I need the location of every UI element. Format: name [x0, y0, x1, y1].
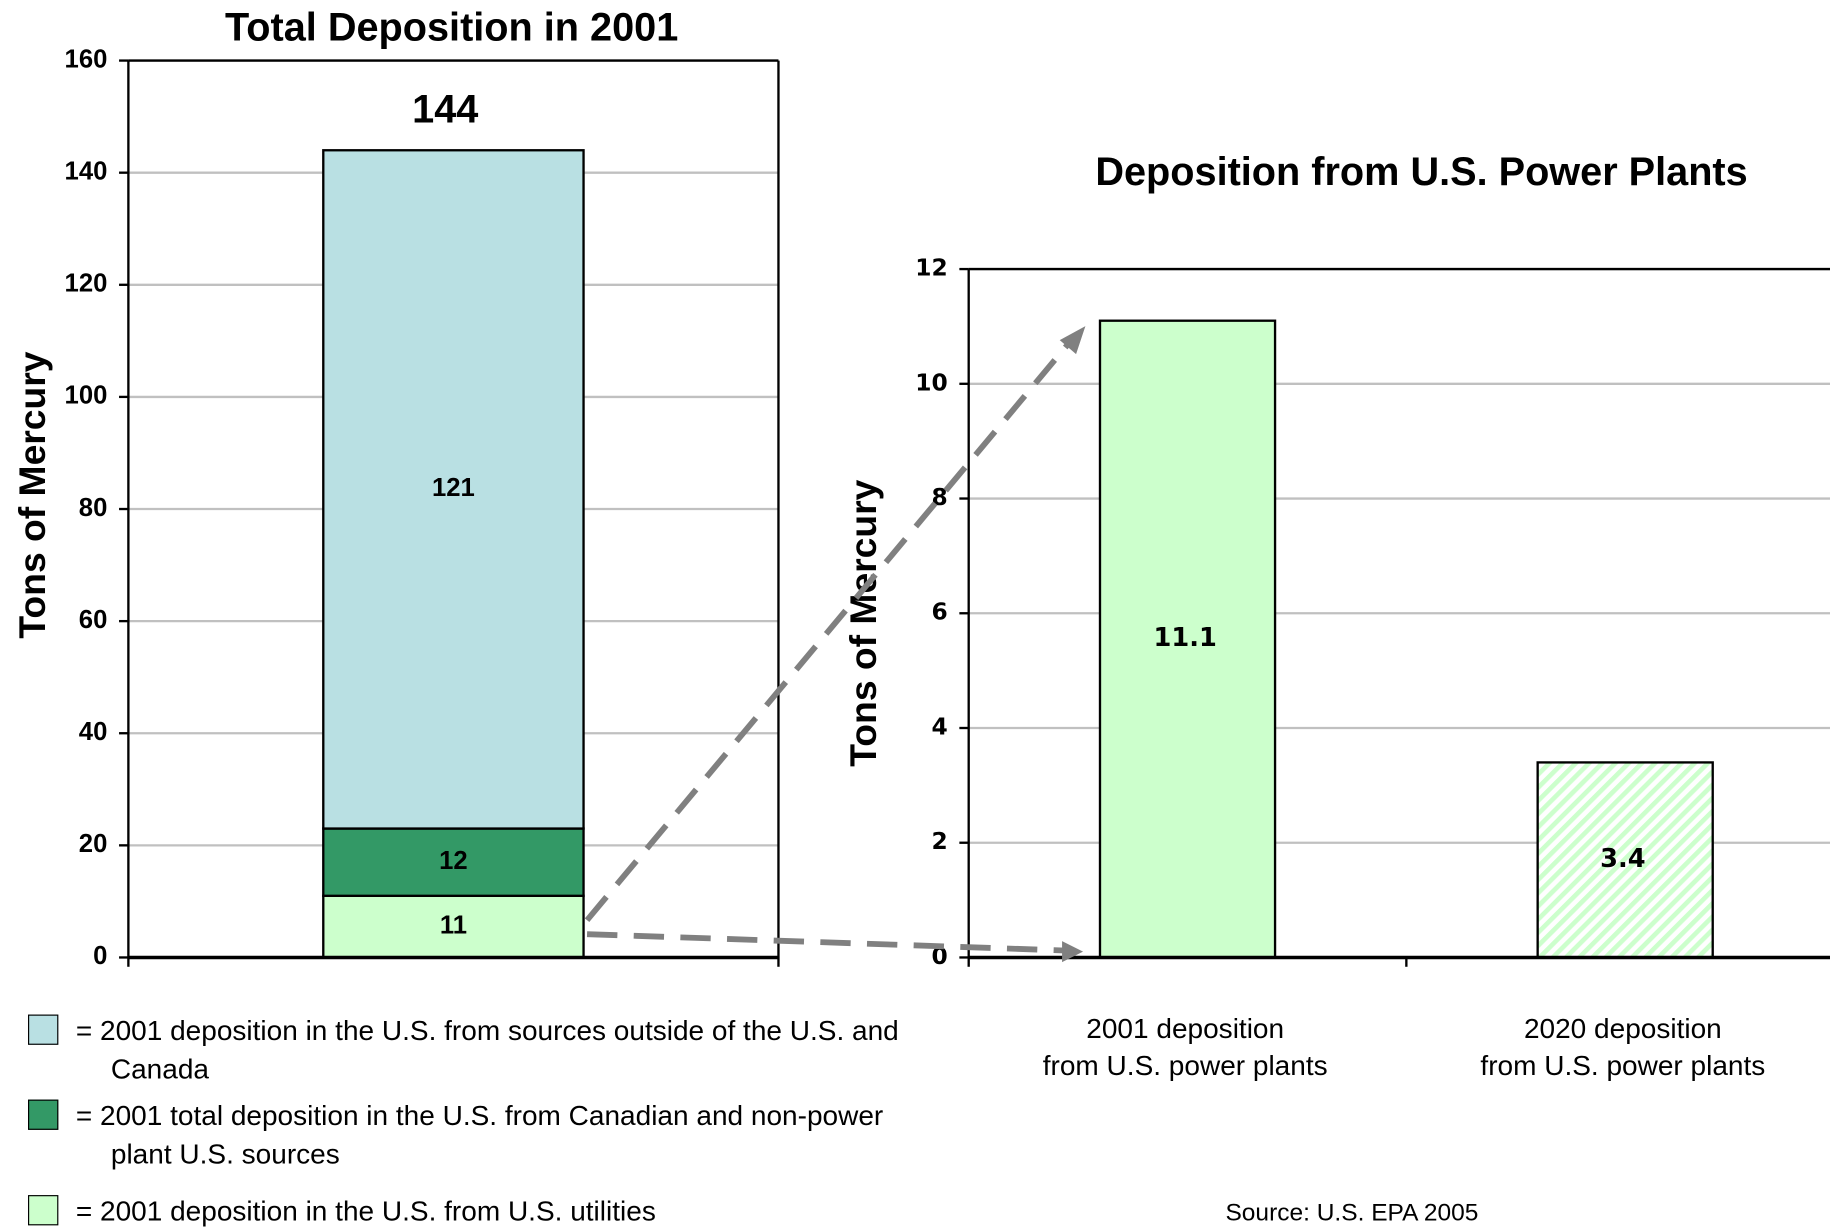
data-label: 121: [432, 474, 475, 502]
y-tick-label: 140: [65, 157, 108, 185]
arrow-head: [1059, 326, 1086, 355]
y-tick-label: 0: [93, 942, 107, 970]
legend-swatch: [28, 1099, 59, 1130]
chart-title: Deposition from U.S. Power Plants: [1095, 150, 1747, 194]
total-label: 144: [412, 87, 478, 131]
y-tick-label: 6: [931, 599, 947, 626]
y-tick-label: 10: [915, 369, 947, 396]
y-tick-label: 20: [79, 830, 108, 858]
bar-segment: [322, 149, 585, 830]
x-tick-label: 2020 deposition from U.S. power plants: [1480, 1013, 1766, 1083]
bar-segment: [322, 827, 585, 897]
y-tick-label: 12: [915, 255, 947, 282]
zoom-arrows: [584, 338, 1074, 954]
legend-swatch: [28, 1195, 59, 1226]
y-axis-label: Tons of Mercury: [11, 351, 53, 638]
legend-label: = 2001 total deposition in the U.S. from…: [75, 1100, 884, 1171]
y-tick-label: 2: [931, 828, 947, 855]
data-label: 11: [440, 911, 467, 939]
y-tick-label: 160: [65, 45, 108, 73]
bar: [1536, 761, 1714, 959]
chart-title: Total Deposition in 2001: [225, 6, 678, 50]
y-tick-label: 100: [65, 382, 108, 410]
legend-swatch: [28, 1014, 59, 1045]
y-tick-label: 80: [79, 494, 108, 522]
y-tick-label: 4: [931, 714, 947, 741]
data-label: 11.1: [1154, 623, 1217, 653]
y-tick-label: 60: [79, 606, 108, 634]
y-axis-label: Tons of Mercury: [842, 479, 884, 766]
x-tick-label: 2001 deposition from U.S. power plants: [1042, 1013, 1328, 1083]
y-tick-label: 40: [79, 718, 108, 746]
data-label: 12: [439, 847, 468, 875]
y-tick-label: 0: [931, 943, 947, 970]
legend-label: = 2001 deposition in the U.S. from sourc…: [75, 1015, 899, 1086]
data-label: 3.4: [1600, 844, 1645, 874]
y-tick-label: 120: [65, 270, 108, 298]
legend-label: = 2001 deposition in the U.S. from U.S. …: [75, 1196, 656, 1228]
arrow-head: [1062, 941, 1084, 963]
source-note: Source: U.S. EPA 2005: [1225, 1199, 1479, 1227]
bar-segment: [322, 894, 585, 959]
